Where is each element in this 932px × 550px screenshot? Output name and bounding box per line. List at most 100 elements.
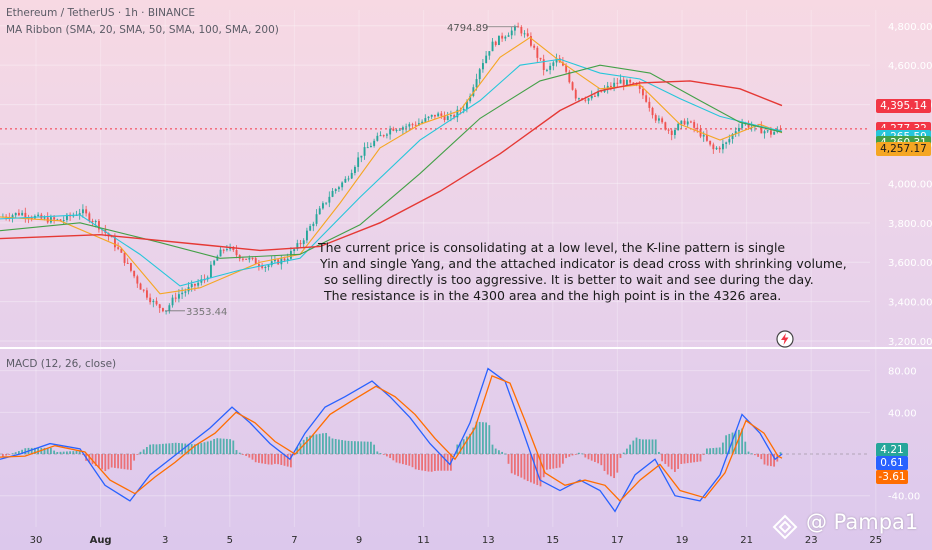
candle-body	[632, 82, 635, 84]
candle-body	[437, 113, 440, 117]
macd-histogram-bar	[482, 422, 484, 455]
macd-histogram-bar	[200, 443, 203, 455]
macd-histogram-bar	[594, 454, 596, 462]
macd-histogram-bar	[165, 443, 167, 455]
macd-histogram-bar	[222, 438, 225, 455]
candle-body	[363, 147, 366, 156]
candle-body	[286, 258, 289, 261]
macd-histogram-bar	[274, 454, 276, 464]
candle-body	[318, 208, 321, 215]
macd-histogram-bar	[491, 444, 494, 455]
candle-body	[245, 258, 248, 260]
candle-body	[763, 131, 766, 134]
candle-body	[430, 114, 433, 117]
candle-body	[251, 257, 254, 259]
analysis-annotation: The current price is consolidating at a …	[318, 240, 847, 304]
candle-body	[610, 85, 612, 88]
candle-body	[571, 82, 574, 90]
candle-body	[242, 258, 244, 260]
macd-histogram-bar	[344, 440, 347, 455]
candle-body	[731, 134, 734, 140]
macd-histogram-bar	[50, 447, 52, 455]
macd-histogram-bar	[104, 454, 107, 472]
candle-body	[690, 121, 692, 123]
lightning-icon[interactable]	[776, 330, 794, 348]
macd-histogram-bar	[264, 454, 267, 464]
macd-histogram-bar	[590, 454, 593, 461]
candle-body	[283, 258, 286, 261]
macd-histogram-bar	[504, 453, 507, 455]
macd-histogram-bar	[328, 436, 331, 455]
candle-body	[507, 35, 510, 37]
macd-histogram-bar	[552, 454, 555, 469]
macd-histogram-bar	[56, 452, 59, 455]
macd-histogram-bar	[2, 454, 4, 457]
candle-body	[456, 109, 459, 118]
candle-body	[98, 221, 100, 230]
macd-histogram-bar	[638, 438, 641, 455]
macd-histogram-bar	[178, 443, 180, 455]
macd-histogram-bar	[155, 444, 158, 455]
macd-histogram-bar	[267, 454, 270, 465]
candle-body	[494, 41, 497, 46]
candle-body	[562, 62, 564, 66]
macd-histogram-bar	[293, 454, 295, 456]
macd-badge: 4.21	[876, 442, 908, 457]
macd-histogram-bar	[78, 450, 81, 455]
candle-body	[568, 71, 571, 83]
candle-body	[130, 263, 132, 271]
candle-body	[184, 291, 187, 293]
macd-histogram-bar	[43, 447, 46, 455]
candle-body	[53, 217, 56, 220]
candle-body	[360, 155, 363, 158]
macd-histogram-bar	[651, 439, 654, 455]
macd-histogram-bar	[424, 454, 427, 472]
macd-histogram-bar	[280, 454, 283, 465]
x-tick-label: 5	[227, 535, 233, 546]
candle-body	[190, 283, 193, 288]
candle-body	[526, 33, 529, 37]
macd-histogram-bar	[779, 452, 782, 455]
macd-histogram-bar	[469, 433, 471, 455]
macd-histogram-bar	[626, 448, 628, 455]
macd-histogram-bar	[725, 435, 727, 455]
macd-histogram-bar	[536, 454, 539, 486]
macd-histogram-bar	[347, 440, 350, 455]
macd-histogram-bar	[722, 442, 724, 455]
candle-body	[328, 196, 331, 203]
macd-histogram-bar	[645, 439, 647, 455]
macd-histogram-bar	[325, 432, 327, 455]
candle-body	[648, 101, 651, 108]
macd-histogram-bar	[606, 454, 609, 475]
macd-badge: 0.61	[876, 456, 908, 471]
candle-body	[370, 145, 372, 148]
macd-histogram-bar	[123, 454, 126, 470]
candle-body	[88, 213, 91, 221]
candle-body	[302, 240, 305, 245]
macd-histogram-bar	[62, 451, 65, 455]
candle-body	[549, 65, 552, 70]
candle-body	[216, 256, 219, 261]
x-tick-label: 19	[676, 535, 689, 546]
candle-body	[110, 236, 113, 238]
candle-body	[446, 116, 449, 121]
candle-body	[642, 88, 644, 96]
candle-body	[82, 209, 84, 214]
candle-body	[706, 134, 708, 141]
macd-histogram-bar	[680, 454, 683, 464]
candle-body	[386, 134, 388, 136]
macd-histogram-bar	[120, 454, 123, 469]
candle-body	[651, 107, 654, 116]
macd-histogram-bar	[142, 449, 145, 455]
candle-body	[475, 79, 478, 88]
candle-body	[613, 82, 616, 88]
candle-body	[261, 265, 264, 268]
macd-histogram-bar	[696, 454, 699, 462]
macd-histogram-bar	[34, 447, 36, 455]
candle-body	[341, 182, 344, 188]
candle-body	[248, 257, 251, 260]
macd-histogram-bar	[603, 454, 606, 471]
macd-histogram-bar	[261, 454, 263, 464]
macd-histogram-bar	[757, 454, 759, 457]
candle-body	[379, 135, 382, 137]
